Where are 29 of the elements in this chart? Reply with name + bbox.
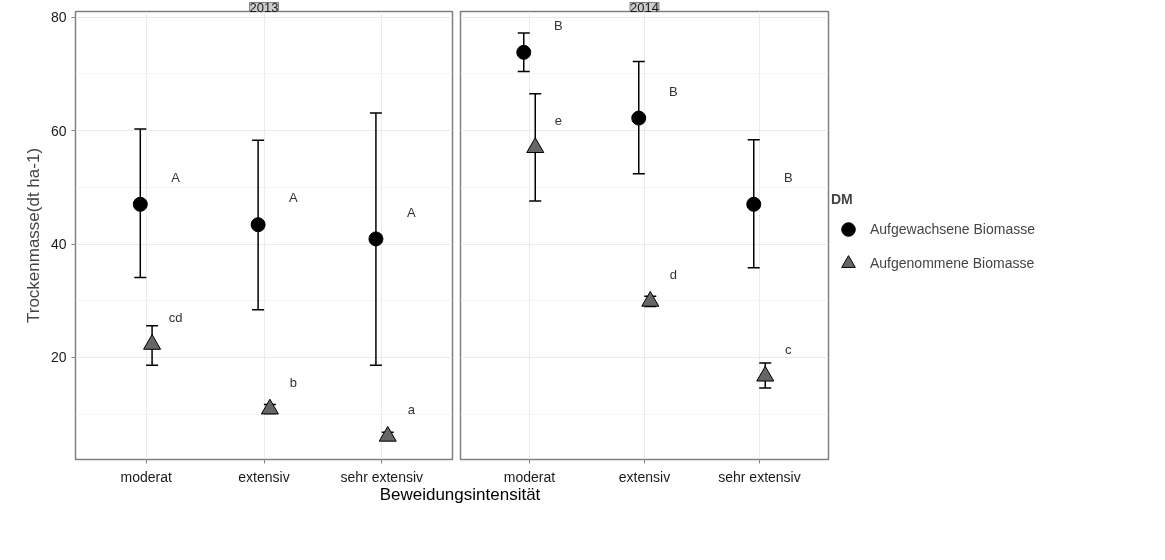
x-tick-label: moderat xyxy=(503,468,556,485)
x-tick-label: extensiv xyxy=(238,468,290,485)
annotation: A xyxy=(171,169,181,185)
y-tick-label: 40 xyxy=(50,236,67,253)
annotation: cd xyxy=(168,310,183,325)
annotation: B xyxy=(553,17,563,33)
y-tick-label: 80 xyxy=(50,9,67,26)
annotation: B xyxy=(783,169,793,185)
annotation: A xyxy=(289,190,299,206)
annotation: d xyxy=(669,266,677,282)
x-tick-label: sehr extensiv xyxy=(340,468,424,485)
annotation: c xyxy=(785,341,792,357)
x-axis-title: Beweidungsintensität xyxy=(379,484,541,506)
chart-title: 2014 xyxy=(630,0,659,15)
chart-title: 2013 xyxy=(249,0,279,15)
legend-title: DM xyxy=(831,191,854,207)
legend-label: Aufgenommene Biomasse xyxy=(870,254,1035,273)
annotation: a xyxy=(407,401,416,417)
y-tick-label: 20 xyxy=(50,349,67,366)
x-tick-label: sehr extensiv xyxy=(718,468,801,485)
annotation: A xyxy=(406,204,416,220)
y-axis-title: Trockenmasse(dt ha-1) xyxy=(23,147,43,324)
x-tick-label: extensiv xyxy=(618,468,671,485)
legend-label: Aufgewachsene Biomasse xyxy=(870,220,1035,239)
x-tick-label: moderat xyxy=(120,468,172,485)
annotation: B xyxy=(668,83,678,99)
y-tick-label: 60 xyxy=(50,122,67,139)
annotation: e xyxy=(554,113,562,129)
annotation: b xyxy=(289,374,298,390)
